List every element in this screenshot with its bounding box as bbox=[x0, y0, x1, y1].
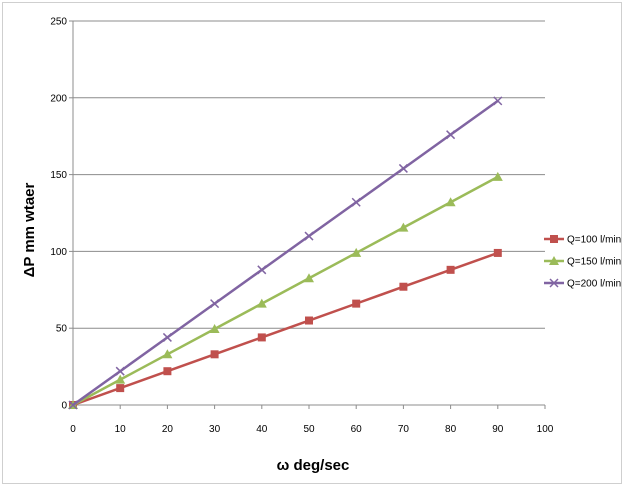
data-point bbox=[115, 366, 125, 376]
data-point bbox=[446, 130, 456, 140]
series-line bbox=[72, 175, 499, 407]
series-line bbox=[72, 251, 499, 407]
legend-entry: Q=100 l/min bbox=[544, 235, 621, 246]
legend-marker bbox=[550, 235, 558, 243]
legend: Q=100 l/min Q=150 l/min Q=200 l/min bbox=[544, 235, 621, 290]
y-tick-label: 150 bbox=[50, 170, 67, 181]
x-tick-label: 60 bbox=[351, 424, 363, 435]
series-2 bbox=[68, 171, 503, 409]
y-tick-label: 100 bbox=[50, 247, 67, 258]
series-1 bbox=[69, 248, 502, 409]
data-point bbox=[445, 197, 456, 207]
series-lines bbox=[68, 96, 503, 410]
x-tick-label: 100 bbox=[537, 424, 554, 435]
y-axis-title: ΔP mm wtaer bbox=[21, 182, 38, 277]
legend-label: Q=200 l/min bbox=[567, 279, 621, 290]
data-point bbox=[256, 298, 267, 308]
y-tick-label: 200 bbox=[50, 93, 67, 104]
data-point bbox=[68, 400, 78, 410]
data-point bbox=[209, 323, 220, 333]
data-point bbox=[210, 299, 220, 309]
legend-marker bbox=[549, 278, 559, 288]
x-tick-label: 90 bbox=[492, 424, 504, 435]
x-tick-label: 80 bbox=[445, 424, 457, 435]
chart-frame bbox=[2, 2, 622, 484]
data-point bbox=[352, 299, 361, 308]
legend-entry: Q=150 l/min bbox=[544, 256, 621, 268]
data-point bbox=[162, 349, 173, 359]
axes: 0 50 100 150 200 250 0 10 20 30 40 50 60 70 80 90 100 bbox=[50, 17, 553, 436]
gridlines bbox=[73, 20, 545, 329]
data-point bbox=[398, 222, 409, 232]
data-point bbox=[304, 273, 314, 283]
data-point bbox=[163, 367, 172, 376]
x-tick-label: 30 bbox=[209, 424, 221, 435]
y-tick-label: 0 bbox=[61, 401, 67, 412]
x-axis-title: ω deg/sec bbox=[277, 457, 350, 474]
data-point bbox=[304, 231, 314, 241]
x-tick-label: 40 bbox=[256, 424, 268, 435]
x-tick-label: 70 bbox=[398, 424, 410, 435]
y-tick-label: 250 bbox=[50, 17, 67, 28]
data-point bbox=[493, 96, 503, 106]
legend-marker bbox=[549, 256, 559, 265]
data-point bbox=[305, 316, 313, 325]
data-point bbox=[446, 265, 455, 274]
data-point bbox=[116, 384, 125, 393]
series-3 bbox=[68, 96, 503, 410]
data-point bbox=[257, 265, 267, 275]
x-tick-label: 0 bbox=[70, 424, 76, 435]
data-point bbox=[115, 374, 126, 384]
data-point bbox=[257, 333, 266, 342]
x-tick-label: 20 bbox=[162, 424, 174, 435]
y-tick-label: 50 bbox=[56, 324, 68, 335]
data-point bbox=[493, 248, 502, 257]
series-line bbox=[72, 99, 499, 407]
legend-entry: Q=200 l/min bbox=[544, 278, 621, 290]
data-point bbox=[399, 282, 408, 291]
legend-label: Q=100 l/min bbox=[567, 235, 621, 246]
data-point bbox=[351, 247, 362, 257]
x-tick-label: 50 bbox=[303, 424, 315, 435]
legend-label: Q=150 l/min bbox=[567, 257, 621, 268]
data-point bbox=[210, 350, 219, 359]
data-point bbox=[162, 332, 172, 342]
data-point bbox=[398, 163, 408, 173]
data-point bbox=[492, 171, 503, 181]
x-tick-label: 10 bbox=[115, 424, 127, 435]
data-point bbox=[351, 197, 361, 207]
